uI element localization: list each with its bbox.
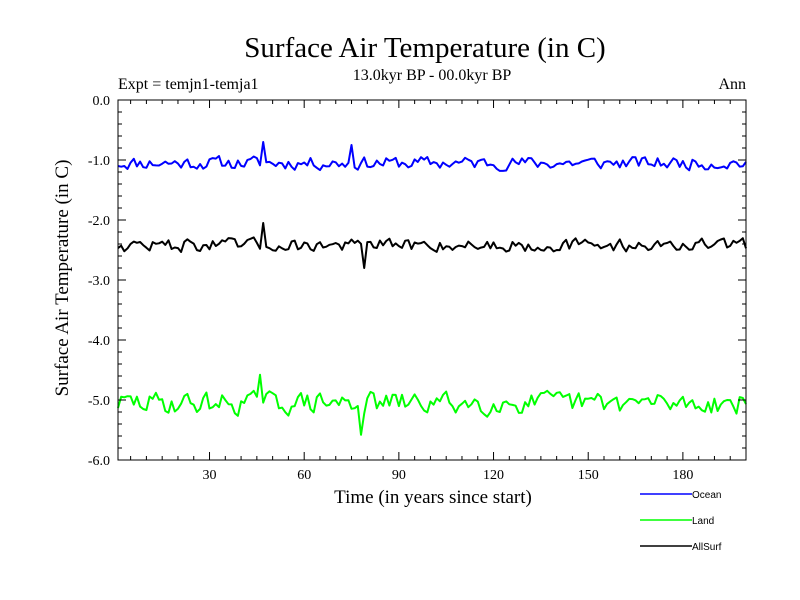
chart-subtitle: 13.0kyr BP - 00.0kyr BP — [353, 67, 512, 84]
axes: 30 60 90 120 150 180 0.0 -1.0 -2.0 -3.0 -4.0 -5.0 -6… — [88, 94, 747, 483]
y-tick-label: 0.0 — [93, 94, 111, 109]
x-axis-label: Time (in years since start) — [334, 487, 532, 508]
series-line-ocean — [117, 141, 747, 172]
y-tick-label: -4.0 — [88, 334, 110, 349]
experiment-label: Expt = temjn1-temja1 — [118, 76, 259, 93]
x-tick-label: 60 — [297, 468, 311, 483]
x-tick-label: 180 — [672, 468, 693, 483]
x-tick-label: 90 — [392, 468, 406, 483]
x-tick-label: 150 — [578, 468, 599, 483]
y-tick-label: -5.0 — [88, 394, 110, 409]
legend-label-allsurf: AllSurf — [692, 542, 722, 553]
legend-label-ocean: Ocean — [692, 490, 721, 501]
y-tick-label: -3.0 — [88, 274, 110, 289]
series-line-land — [117, 373, 747, 436]
y-tick-label: -1.0 — [88, 154, 110, 169]
plot-area — [117, 141, 747, 436]
series-line-allsurf — [117, 222, 747, 269]
legend: Ocean Land AllSurf — [640, 490, 722, 553]
y-tick-label: -6.0 — [88, 454, 110, 469]
chart-title: Surface Air Temperature (in C) — [244, 32, 605, 64]
legend-label-land: Land — [692, 516, 714, 527]
y-tick-label: -2.0 — [88, 214, 110, 229]
plot-frame — [117, 99, 747, 461]
x-tick-label: 120 — [483, 468, 504, 483]
season-label: Ann — [718, 76, 746, 93]
x-tick-label: 30 — [203, 468, 217, 483]
y-axis-label: Surface Air Temperature (in C) — [52, 160, 73, 397]
